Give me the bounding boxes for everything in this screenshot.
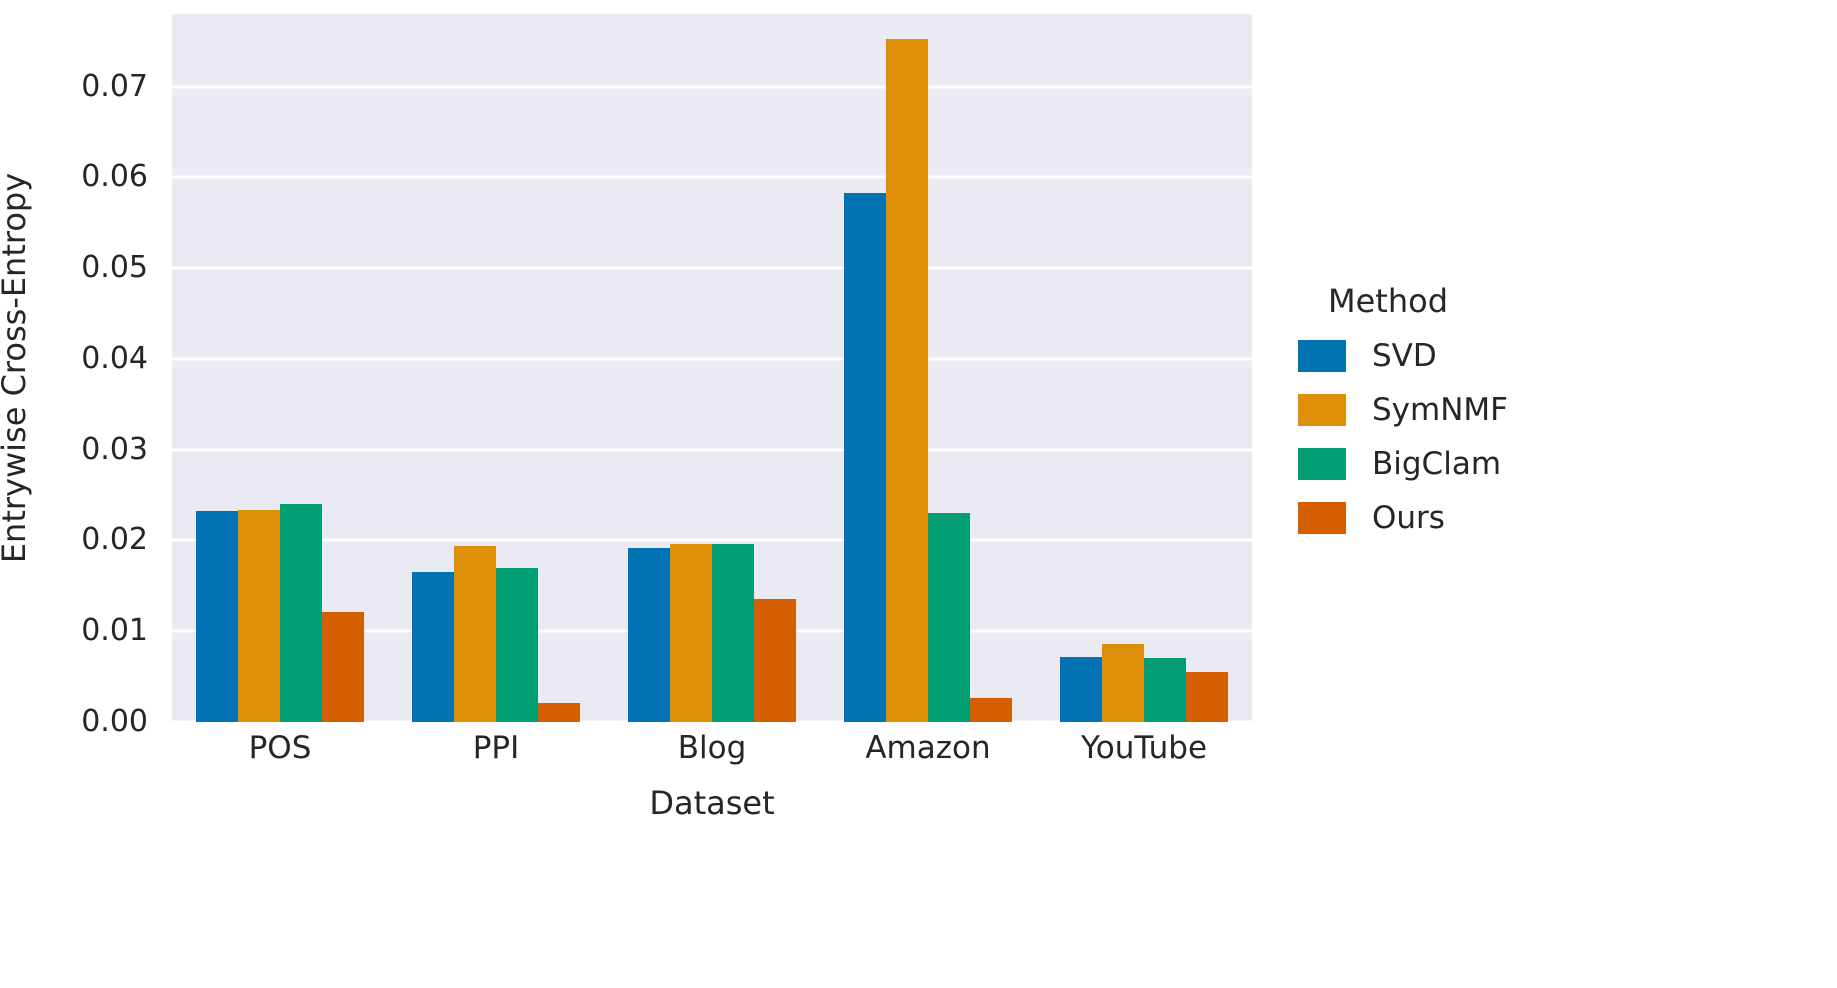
x-tick-label-ppi: PPI (472, 730, 520, 766)
bar-svd-amazon (844, 192, 886, 722)
y-tick-label: 0.06 (81, 159, 148, 195)
bar-bigclam-ppi (496, 567, 538, 722)
y-tick-label: 0.04 (81, 340, 148, 376)
bar-ours-blog (754, 599, 796, 722)
bar-bigclam-youtube (1144, 658, 1186, 722)
bar-ours-amazon (970, 698, 1012, 722)
x-tick-label-youtube: YouTube (1080, 730, 1208, 766)
y-axis-ticks: 0.00 0.01 0.02 0.03 0.04 0.05 0.06 0.07 (0, 14, 160, 736)
legend-item-ours: Ours (1298, 500, 1508, 536)
legend-label-ours: Ours (1372, 500, 1445, 536)
bar-group-amazon (820, 14, 1036, 722)
gridline (172, 175, 1252, 179)
bar-bigclam-amazon (928, 513, 970, 722)
bar-symnmf-ppi (454, 545, 496, 722)
bar-bigclam-pos (280, 504, 322, 722)
legend-item-symnmf: SymNMF (1298, 392, 1508, 428)
y-tick-label: 0.00 (81, 704, 148, 739)
bar-group-pos (172, 14, 388, 722)
gridline (172, 720, 1252, 724)
bar-svd-pos (196, 511, 238, 722)
bar-ours-pos (322, 612, 364, 722)
gridline (172, 357, 1252, 361)
bar-symnmf-blog (670, 544, 712, 722)
bar-group-blog (604, 14, 820, 722)
bar-symnmf-pos (238, 509, 280, 722)
legend-item-svd: SVD (1298, 338, 1508, 374)
x-axis-ticks: POS PPI Blog Amazon YouTube (172, 730, 1252, 766)
legend-label-svd: SVD (1372, 338, 1437, 374)
y-tick-label: 0.07 (81, 68, 148, 104)
gridline (172, 448, 1252, 452)
bar-svd-ppi (412, 572, 454, 722)
bar-group-youtube (1036, 14, 1252, 722)
x-tick-label-blog: Blog (677, 730, 747, 766)
x-tick-label-amazon: Amazon (865, 730, 991, 766)
legend-swatch-ours (1298, 502, 1346, 534)
legend-label-symnmf: SymNMF (1372, 392, 1508, 428)
legend-item-bigclam: BigClam (1298, 446, 1508, 482)
legend-swatch-bigclam (1298, 448, 1346, 480)
bar-symnmf-amazon (886, 38, 928, 722)
bar-group-ppi (388, 14, 604, 722)
legend-swatch-svd (1298, 340, 1346, 372)
bar-ours-ppi (538, 702, 580, 722)
legend-title: Method (1328, 282, 1449, 320)
bar-ours-youtube (1186, 672, 1228, 722)
gridline (172, 266, 1252, 270)
plot-area (172, 14, 1252, 724)
x-tick-label-pos: POS (248, 730, 312, 766)
bar-svd-blog (628, 547, 670, 722)
gridline (172, 538, 1252, 542)
x-axis-label: Dataset (649, 784, 775, 822)
gridline (172, 85, 1252, 89)
y-tick-label: 0.03 (81, 431, 148, 467)
bar-symnmf-youtube (1102, 643, 1144, 722)
bar-bigclam-blog (712, 544, 754, 722)
legend-items: SVD SymNMF BigClam Ours (1298, 338, 1508, 554)
legend-label-bigclam: BigClam (1372, 446, 1502, 482)
bar-svd-youtube (1060, 656, 1102, 722)
y-tick-label: 0.05 (81, 250, 148, 286)
y-tick-label: 0.02 (81, 522, 148, 558)
legend: Method SVD SymNMF BigClam Ours (1298, 282, 1508, 554)
y-tick-label: 0.01 (81, 613, 148, 649)
legend-swatch-symnmf (1298, 394, 1346, 426)
